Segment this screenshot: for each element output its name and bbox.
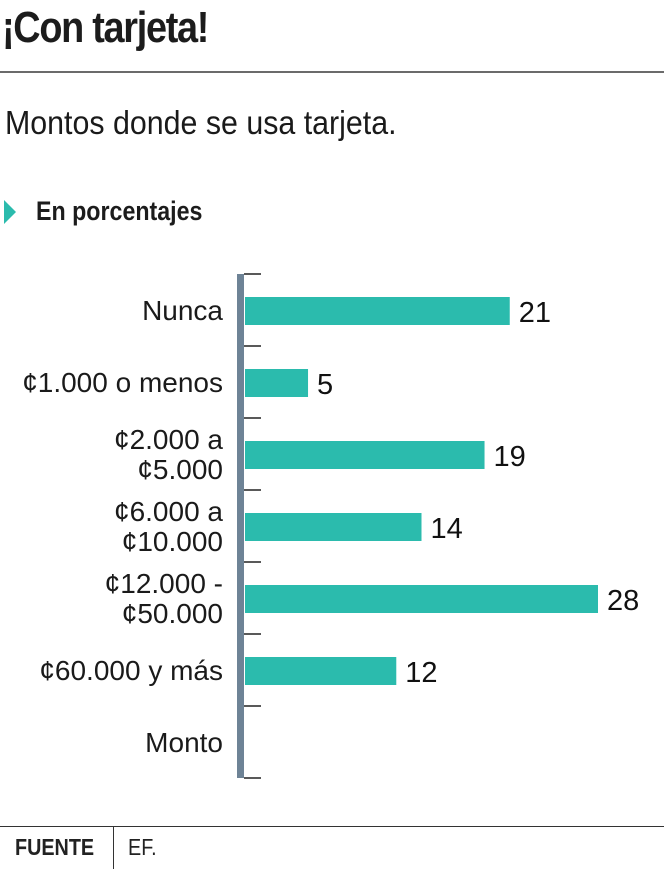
bar <box>245 513 422 541</box>
category-label: ¢12.000 - <box>105 568 223 599</box>
value-label: 14 <box>431 513 463 545</box>
category-label: ¢1.000 o menos <box>22 367 223 398</box>
source-key: FUENTE <box>15 834 95 860</box>
category-label: ¢60.000 y más <box>39 655 223 686</box>
source-value: EF. <box>128 834 157 860</box>
y-axis-line <box>237 274 244 778</box>
category-label: ¢2.000 a <box>114 424 223 455</box>
bar <box>245 585 598 613</box>
category-label: ¢10.000 <box>122 526 223 557</box>
value-label: 12 <box>405 657 437 689</box>
category-label: ¢6.000 a <box>114 496 223 527</box>
bar <box>245 441 485 469</box>
source-separator <box>113 826 114 869</box>
category-label: Nunca <box>142 295 223 326</box>
value-label: 28 <box>607 585 639 617</box>
category-label: ¢5.000 <box>137 454 223 485</box>
bar <box>245 297 510 325</box>
chart-subtitle: Montos donde se usa tarjeta. <box>5 104 397 141</box>
value-label: 19 <box>494 441 526 473</box>
y-axis-title: Monto <box>145 727 223 758</box>
value-label: 5 <box>317 369 333 401</box>
bar <box>245 369 309 397</box>
page-title: ¡Con tarjeta! <box>2 3 209 52</box>
title-divider <box>0 71 664 73</box>
unit-label: En porcentajes <box>36 196 203 226</box>
unit-row: En porcentajes <box>4 196 230 227</box>
bar <box>245 657 397 685</box>
value-label: 21 <box>519 297 551 329</box>
category-label: ¢50.000 <box>122 598 223 629</box>
footer-divider <box>0 826 664 827</box>
triangle-right-icon <box>4 199 16 224</box>
